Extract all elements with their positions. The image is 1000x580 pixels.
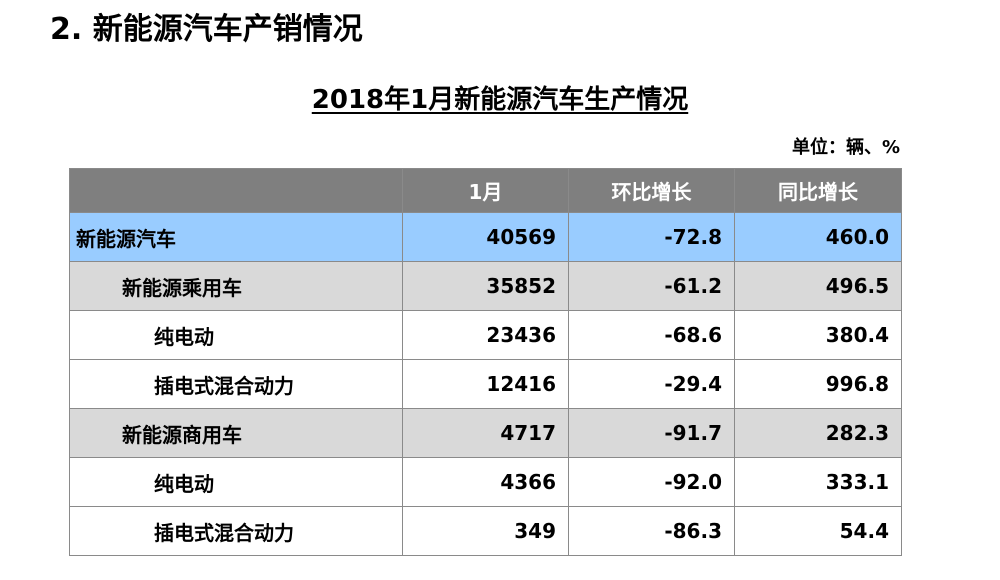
table-row: 纯电动 4366 -92.0 333.1 (69, 457, 902, 507)
value-yoy: 380.4 (734, 310, 902, 360)
row-label: 纯电动 (69, 457, 403, 507)
value-mom: -91.7 (568, 408, 735, 458)
value-yoy: 460.0 (734, 212, 902, 262)
table-row: 新能源汽车 40569 -72.8 460.0 (69, 212, 902, 262)
value-month: 12416 (402, 359, 569, 409)
value-yoy: 54.4 (734, 506, 902, 556)
row-label: 新能源汽车 (69, 212, 403, 262)
table-body: 新能源汽车 40569 -72.8 460.0 新能源乘用车 35852 -61.2 496.… (69, 212, 902, 556)
table-row: 插电式混合动力 12416 -29.4 996.8 (69, 359, 902, 409)
value-month: 349 (402, 506, 569, 556)
value-mom: -72.8 (568, 212, 735, 262)
header-cell-mom: 环比增长 (568, 168, 735, 213)
section-title: 2. 新能源汽车产销情况 (50, 12, 363, 47)
table-row: 新能源商用车 4717 -91.7 282.3 (69, 408, 902, 458)
header-cell-category (69, 168, 403, 213)
value-month: 4717 (402, 408, 569, 458)
row-label: 新能源商用车 (69, 408, 403, 458)
value-mom: -92.0 (568, 457, 735, 507)
value-yoy: 333.1 (734, 457, 902, 507)
row-label: 插电式混合动力 (69, 506, 403, 556)
table-row: 纯电动 23436 -68.6 380.4 (69, 310, 902, 360)
value-yoy: 282.3 (734, 408, 902, 458)
row-label: 纯电动 (69, 310, 403, 360)
value-mom: -61.2 (568, 261, 735, 311)
row-label: 新能源乘用车 (69, 261, 403, 311)
value-mom: -68.6 (568, 310, 735, 360)
value-month: 23436 (402, 310, 569, 360)
value-mom: -29.4 (568, 359, 735, 409)
value-mom: -86.3 (568, 506, 735, 556)
unit-label: 单位：辆、% (791, 137, 900, 158)
header-cell-yoy: 同比增长 (734, 168, 902, 213)
table-title-text: 2018年1月新能源汽车生产情况 (311, 85, 689, 115)
value-yoy: 996.8 (734, 359, 902, 409)
value-month: 40569 (402, 212, 569, 262)
value-month: 35852 (402, 261, 569, 311)
production-table: 1月 环比增长 同比增长 新能源汽车 40569 -72.8 460.0 新能源乘用车 3… (69, 168, 902, 556)
header-cell-month: 1月 (402, 168, 569, 213)
table-header-row: 1月 环比增长 同比增长 (69, 168, 902, 213)
row-label: 插电式混合动力 (69, 359, 403, 409)
table-row: 插电式混合动力 349 -86.3 54.4 (69, 506, 902, 556)
table-title: 2018年1月新能源汽车生产情况 (0, 82, 1000, 118)
value-month: 4366 (402, 457, 569, 507)
value-yoy: 496.5 (734, 261, 902, 311)
table-row: 新能源乘用车 35852 -61.2 496.5 (69, 261, 902, 311)
